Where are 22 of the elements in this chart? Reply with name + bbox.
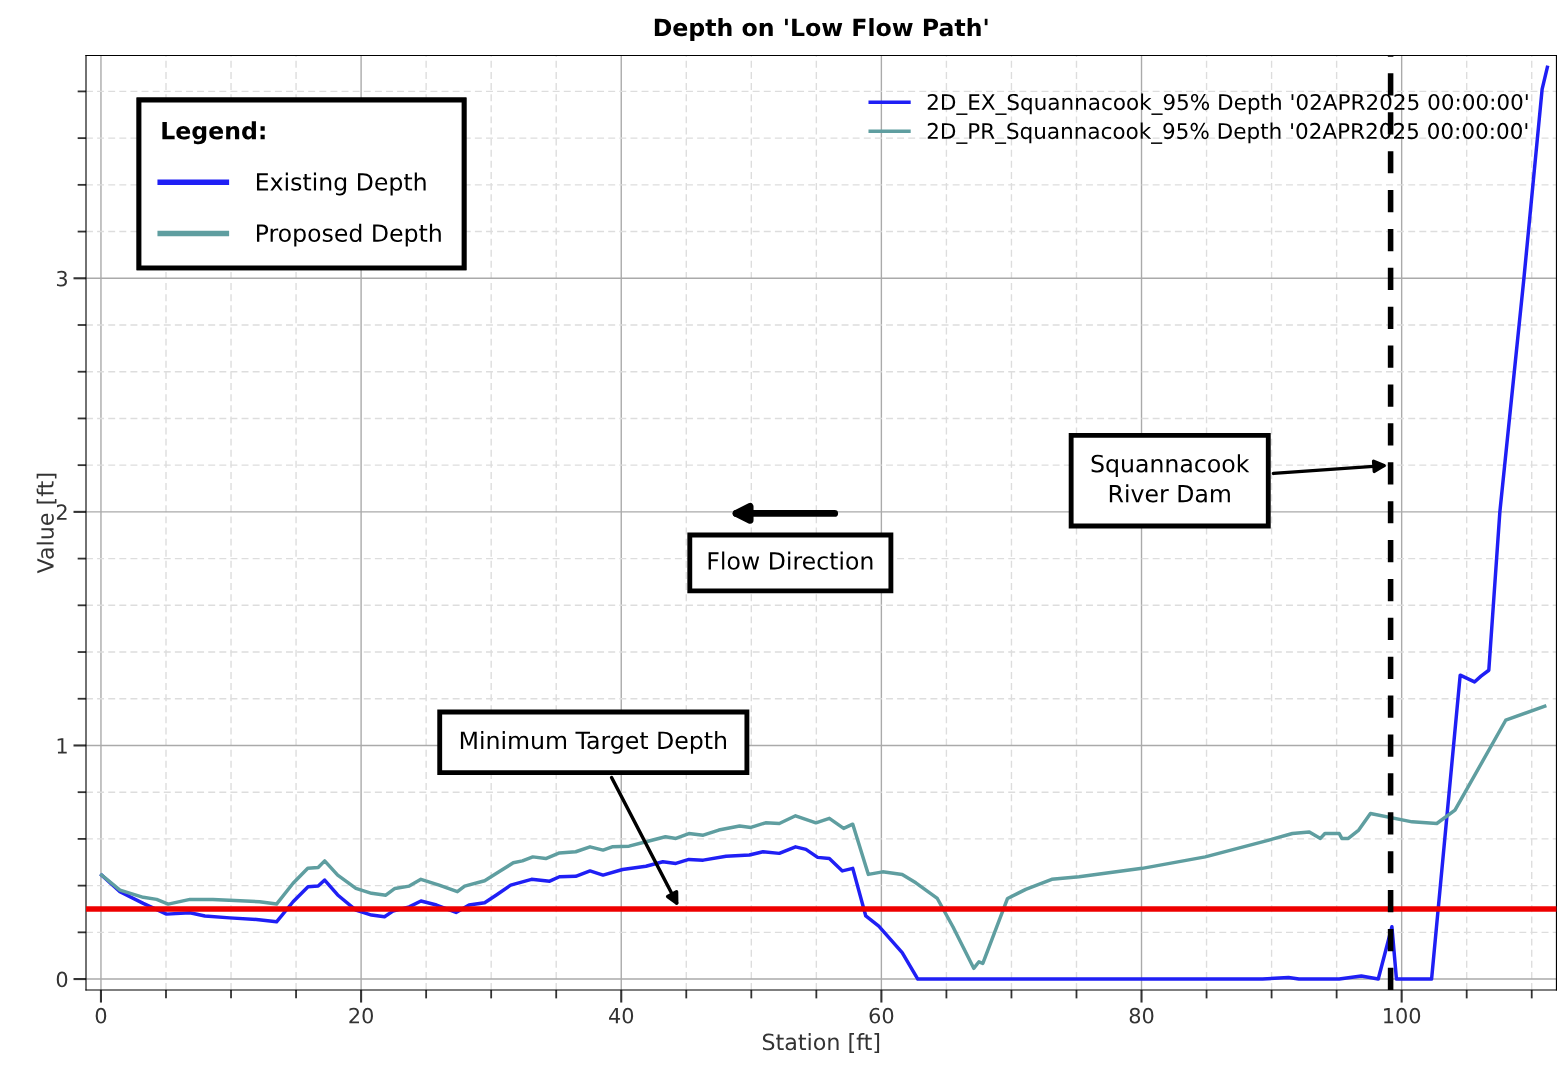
legend-label: 2D_PR_Squannacook_95% Depth '02APR2025 00:00:00' — [927, 122, 1528, 144]
x-tick-label: 20 — [349, 1007, 373, 1024]
legend-label: 2D_EX_Squannacook_95% Depth '02APR2025 00:00:00' — [927, 93, 1528, 115]
annotation: Existing Depth — [256, 172, 426, 196]
y-tick-label: 0 — [56, 971, 68, 988]
annotation: Flow Direction — [708, 551, 873, 570]
x-tick-label: 80 — [1129, 1007, 1154, 1024]
x-tick-label: 100 — [1384, 1007, 1421, 1024]
x-tick-label: 60 — [869, 1007, 894, 1024]
y-tick-label: 3 — [56, 270, 67, 287]
y-tick-label: 2 — [56, 504, 67, 520]
x-axis-title: Station [ft] — [762, 1033, 880, 1053]
x-tick-label: 0 — [95, 1007, 107, 1024]
annotation: Legend: — [162, 121, 265, 145]
annotation: Proposed Depth — [256, 223, 441, 247]
chart-title: Depth on 'Low Flow Path' — [654, 18, 988, 41]
ref-line-label: Minimum Target Depth — [460, 730, 727, 754]
y-axis-title: Value [ft] — [36, 473, 57, 574]
y-tick-label: 1 — [57, 738, 67, 754]
x-tick-label: 40 — [609, 1007, 634, 1024]
line-series — [99, 704, 1547, 971]
ref-line-label: Squannacook River Dam — [1091, 454, 1250, 503]
